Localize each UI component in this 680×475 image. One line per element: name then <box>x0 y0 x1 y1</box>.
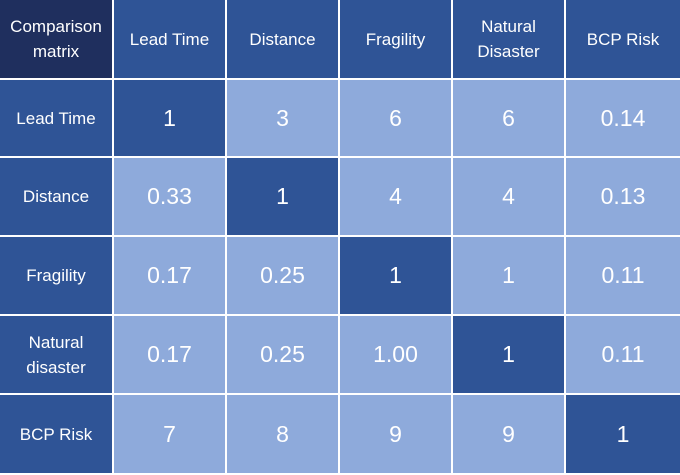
matrix-cell: 0.33 <box>114 158 227 237</box>
matrix-cell: 8 <box>227 395 340 475</box>
matrix-cell: 1 <box>227 158 340 237</box>
matrix-cell: 0.14 <box>566 80 680 158</box>
column-header-bcp-risk: BCP Risk <box>566 0 680 80</box>
matrix-cell: 4 <box>453 158 566 237</box>
column-header-distance: Distance <box>227 0 340 80</box>
row-header-fragility: Fragility <box>0 237 114 316</box>
matrix-cell: 6 <box>340 80 453 158</box>
row-header-natural-disaster: Natural disaster <box>0 316 114 395</box>
matrix-cell: 1.00 <box>340 316 453 395</box>
header-row: Comparison matrix Lead Time Distance Fra… <box>0 0 680 80</box>
matrix-cell: 3 <box>227 80 340 158</box>
row-header-bcp-risk: BCP Risk <box>0 395 114 475</box>
matrix-cell: 0.13 <box>566 158 680 237</box>
matrix-cell: 9 <box>340 395 453 475</box>
table-row: BCP Risk 7 8 9 9 1 <box>0 395 680 475</box>
matrix-cell: 1 <box>453 237 566 316</box>
matrix-cell: 0.11 <box>566 237 680 316</box>
matrix-cell: 0.17 <box>114 316 227 395</box>
table-row: Fragility 0.17 0.25 1 1 0.11 <box>0 237 680 316</box>
column-header-natural-disaster: Natural Disaster <box>453 0 566 80</box>
column-header-lead-time: Lead Time <box>114 0 227 80</box>
row-header-distance: Distance <box>0 158 114 237</box>
corner-label: Comparison matrix <box>0 0 114 80</box>
matrix-cell: 0.25 <box>227 316 340 395</box>
row-header-lead-time: Lead Time <box>0 80 114 158</box>
table-row: Natural disaster 0.17 0.25 1.00 1 0.11 <box>0 316 680 395</box>
matrix-cell: 0.11 <box>566 316 680 395</box>
table-row: Distance 0.33 1 4 4 0.13 <box>0 158 680 237</box>
matrix-cell: 0.17 <box>114 237 227 316</box>
matrix-cell: 0.25 <box>227 237 340 316</box>
matrix-cell: 1 <box>566 395 680 475</box>
matrix-cell: 9 <box>453 395 566 475</box>
column-header-fragility: Fragility <box>340 0 453 80</box>
matrix-cell: 1 <box>453 316 566 395</box>
matrix-cell: 1 <box>340 237 453 316</box>
matrix-cell: 4 <box>340 158 453 237</box>
table-row: Lead Time 1 3 6 6 0.14 <box>0 80 680 158</box>
matrix-cell: 7 <box>114 395 227 475</box>
matrix-cell: 1 <box>114 80 227 158</box>
matrix-cell: 6 <box>453 80 566 158</box>
